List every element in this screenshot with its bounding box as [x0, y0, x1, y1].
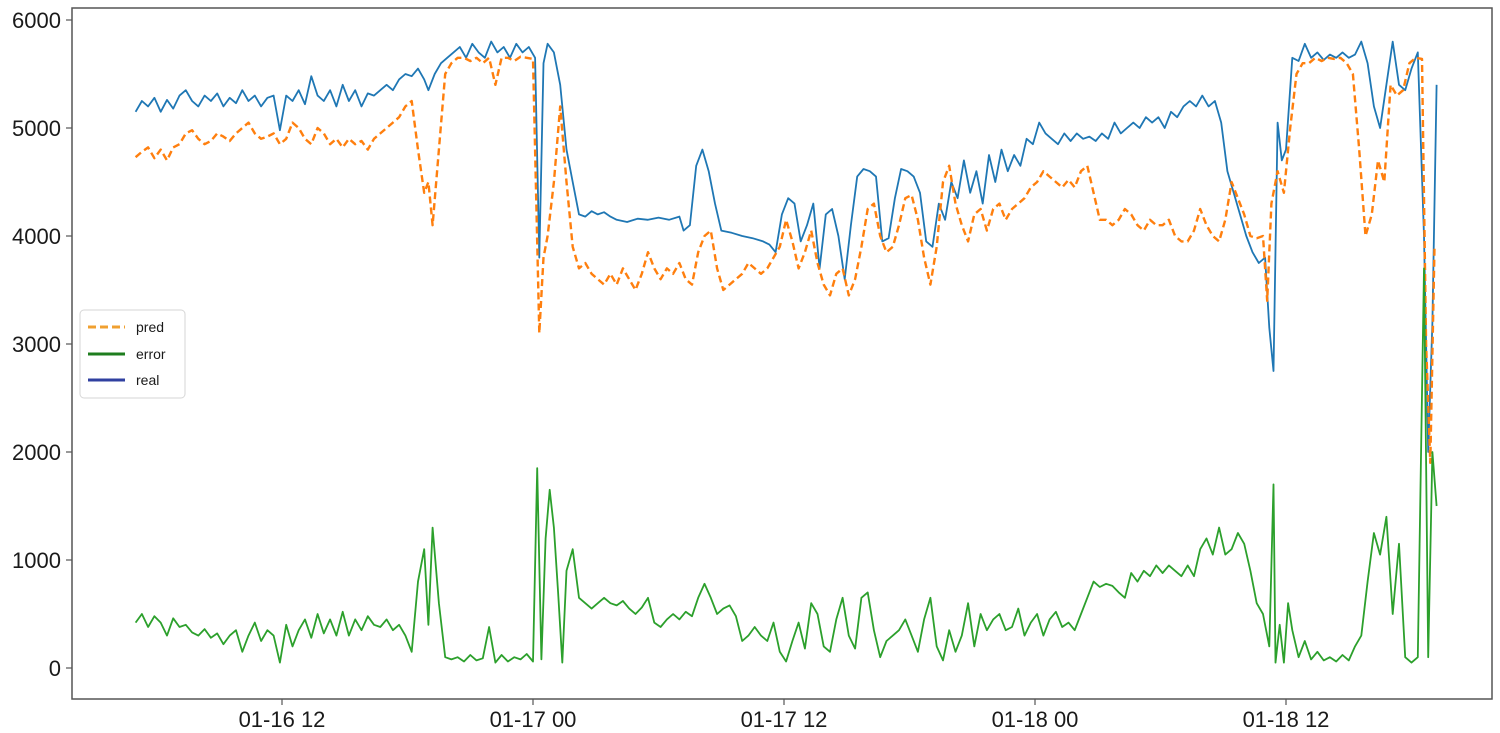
series-real-line [134, 40, 1438, 453]
legend-label-pred: pred [136, 319, 164, 335]
legend-label-real: real [136, 372, 159, 388]
series-error-line [134, 267, 1438, 664]
y-tick-label: 5000 [12, 116, 61, 141]
y-axis: 0 1000 2000 3000 4000 5000 6000 [12, 8, 72, 681]
legend-item-pred: pred [88, 319, 164, 335]
x-axis: 01-16 12 01-17 00 01-17 12 01-18 00 01-18 12 [239, 699, 1330, 732]
y-tick-label: 0 [49, 656, 61, 681]
series-pred-line [134, 55, 1436, 464]
legend: pred error real [79, 309, 186, 399]
x-tick-label: 01-17 00 [490, 707, 577, 732]
y-tick-label: 3000 [12, 332, 61, 357]
x-tick-label: 01-18 00 [992, 707, 1079, 732]
legend-frame [79, 309, 186, 399]
legend-item-real: real [88, 372, 159, 388]
y-tick-label: 6000 [12, 8, 61, 33]
plot-area [71, 7, 1493, 700]
y-tick-label: 4000 [12, 224, 61, 249]
legend-item-error: error [88, 346, 166, 362]
series-layer [134, 40, 1438, 664]
x-tick-label: 01-16 12 [239, 707, 326, 732]
y-tick-label: 2000 [12, 440, 61, 465]
x-tick-label: 01-18 12 [1243, 707, 1330, 732]
y-tick-label: 1000 [12, 548, 61, 573]
x-tick-label: 01-17 12 [741, 707, 828, 732]
legend-label-error: error [136, 346, 166, 362]
